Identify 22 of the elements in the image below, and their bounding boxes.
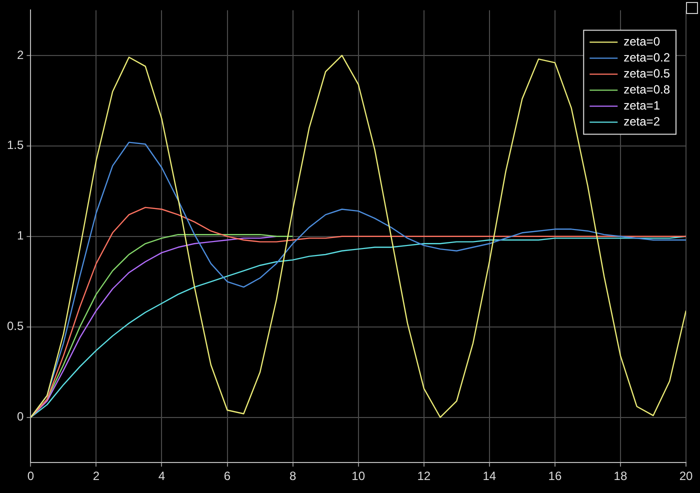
x-tick-label: 20 bbox=[679, 469, 693, 484]
y-tick-label: 0.5 bbox=[6, 319, 24, 334]
x-tick-label: 18 bbox=[614, 469, 628, 484]
x-tick-label: 16 bbox=[548, 469, 562, 484]
x-tick-label: 0 bbox=[27, 469, 34, 484]
x-tick-label: 14 bbox=[482, 469, 496, 484]
legend-label: zeta=0 bbox=[624, 34, 660, 49]
y-tick-label: 2 bbox=[16, 48, 24, 62]
x-tick-label: 12 bbox=[417, 469, 431, 484]
legend-label: zeta=2 bbox=[624, 114, 660, 129]
x-tick-label: 2 bbox=[92, 469, 100, 484]
x-tick-label: 8 bbox=[289, 469, 296, 484]
y-tick-label: 1 bbox=[16, 228, 24, 243]
legend-label: zeta=0.2 bbox=[624, 50, 670, 65]
legend-label: zeta=1 bbox=[624, 98, 660, 113]
legend-label: zeta=0.8 bbox=[624, 82, 670, 97]
x-tick-label: 4 bbox=[158, 469, 166, 484]
legend-label: zeta=0.5 bbox=[624, 66, 670, 81]
x-tick-label: 10 bbox=[352, 469, 366, 484]
y-tick-label: 0 bbox=[16, 410, 24, 424]
y-tick-label: 1.5 bbox=[6, 138, 24, 152]
x-tick-label: 6 bbox=[224, 469, 231, 484]
